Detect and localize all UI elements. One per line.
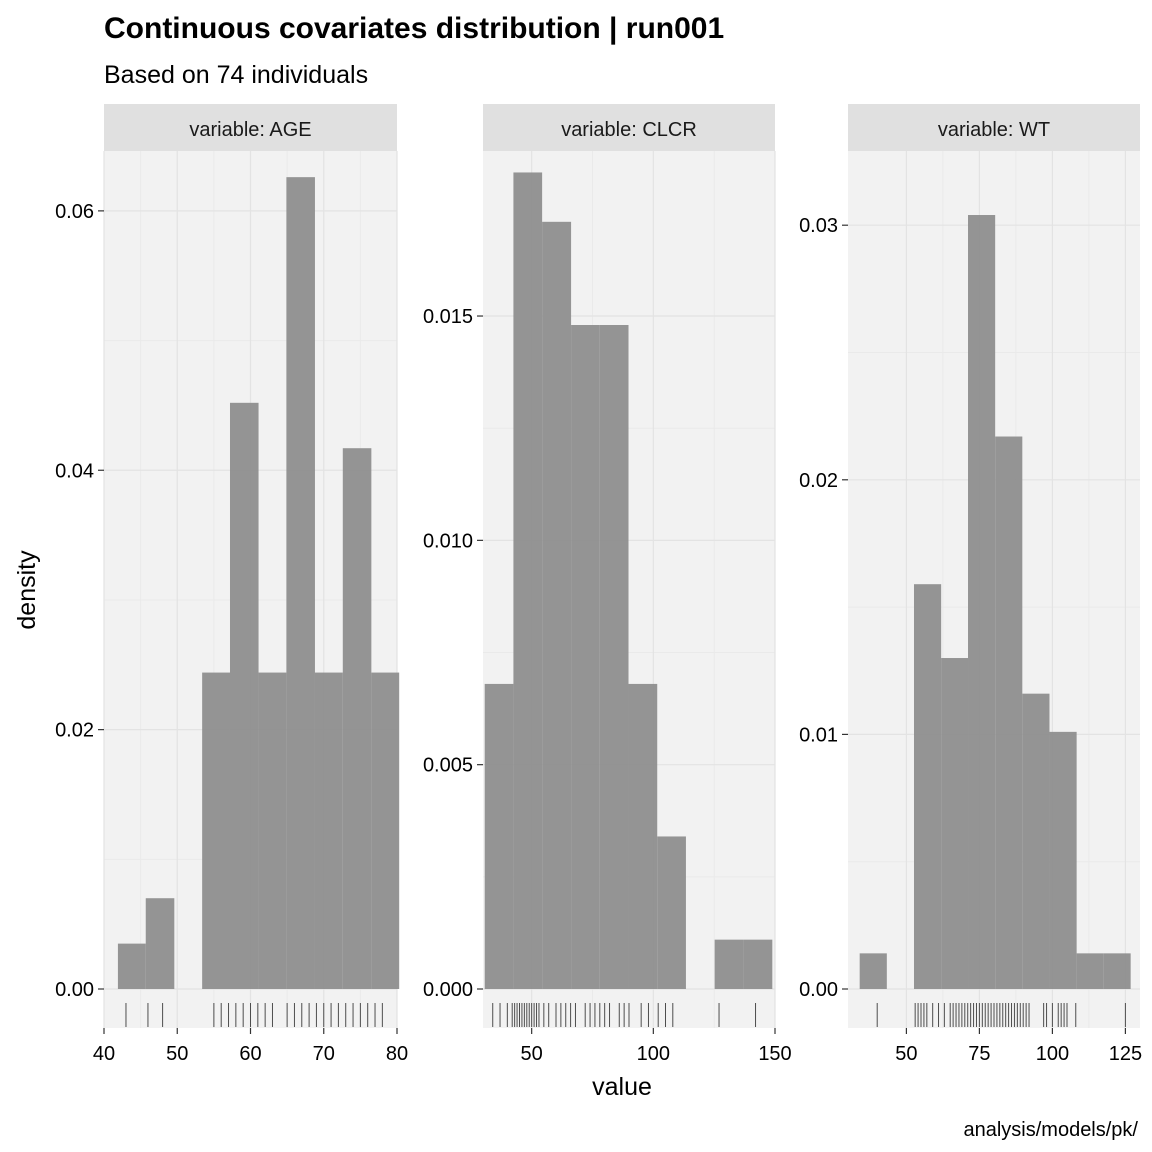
facet-panel-1: variable: CLCR 0.000 0.005 0.010 0.015 50 100 1…	[423, 104, 792, 1065]
x-tick-label: 50	[895, 1043, 917, 1065]
strip-background	[848, 104, 1140, 151]
histogram-bar	[484, 683, 514, 989]
y-tick-label: 0.04	[55, 460, 94, 482]
histogram-bar	[968, 215, 996, 989]
histogram-bar	[859, 953, 887, 989]
x-tick-label: 150	[758, 1043, 791, 1065]
y-tick-label: 0.03	[799, 215, 838, 237]
y-tick-label: 0.00	[55, 979, 94, 1001]
histogram-bar	[258, 672, 287, 989]
x-tick-label: 75	[968, 1043, 990, 1065]
histogram-bar	[117, 943, 146, 989]
histogram-bar	[599, 325, 629, 989]
histogram-bar	[995, 436, 1023, 989]
y-tick-label: 0.02	[55, 720, 94, 742]
histogram-bar	[513, 172, 543, 989]
histogram-bar	[229, 402, 259, 989]
histogram-bar	[1022, 693, 1050, 989]
y-tick-label: 0.000	[423, 979, 473, 1001]
y-axis-title: density	[13, 550, 41, 630]
strip-label: variable: CLCR	[561, 119, 697, 141]
y-tick-label: 0.06	[55, 201, 94, 223]
chart-subtitle: Based on 74 individuals	[104, 61, 368, 89]
histogram-bar	[314, 672, 343, 989]
histogram-bar	[743, 939, 773, 989]
y-tick-label: 0.02	[799, 470, 838, 492]
facet-panel-2: variable: WT 0.00 0.01 0.02 0.03 50 75 100 125	[799, 104, 1142, 1065]
x-tick-label: 100	[637, 1043, 670, 1065]
histogram-bar	[1103, 953, 1131, 989]
x-tick-label: 125	[1109, 1043, 1142, 1065]
histogram-bar	[571, 325, 600, 989]
x-tick-label: 60	[239, 1043, 261, 1065]
y-tick-label: 0.00	[799, 979, 838, 1001]
x-axis-title: value	[592, 1073, 652, 1101]
y-tick-label: 0.005	[423, 755, 473, 777]
histogram-bar	[1076, 953, 1104, 989]
y-tick-label: 0.015	[423, 306, 473, 328]
histogram-bar	[657, 836, 686, 989]
histogram-bar	[542, 221, 572, 990]
y-tick-label: 0.01	[799, 724, 838, 746]
histogram-bar	[941, 658, 969, 989]
histogram-bar	[628, 683, 658, 989]
histogram-bar	[202, 672, 230, 989]
histogram-bar	[342, 448, 372, 989]
x-tick-label: 50	[166, 1043, 188, 1065]
histogram-bar	[714, 939, 744, 989]
chart-caption: analysis/models/pk/	[963, 1119, 1138, 1141]
strip-background	[104, 104, 397, 151]
x-tick-label: 50	[521, 1043, 543, 1065]
strip-label: variable: WT	[938, 119, 1050, 141]
facet-panel-0: variable: AGE 0.00 0.02 0.04 0.06 40 50 60 70 80	[55, 104, 408, 1065]
histogram-bar	[145, 898, 175, 989]
histogram-bar	[286, 177, 315, 989]
strip-background	[483, 104, 775, 151]
histogram-bar	[371, 672, 400, 989]
histogram-bar	[1049, 731, 1077, 989]
strip-label: variable: AGE	[189, 119, 311, 141]
x-tick-label: 100	[1036, 1043, 1069, 1065]
histogram-bar	[913, 584, 942, 989]
y-tick-label: 0.010	[423, 530, 473, 552]
chart-title: Continuous covariates distribution | run…	[104, 12, 724, 45]
x-tick-label: 70	[313, 1043, 335, 1065]
x-tick-label: 80	[386, 1043, 408, 1065]
x-tick-label: 40	[93, 1043, 115, 1065]
